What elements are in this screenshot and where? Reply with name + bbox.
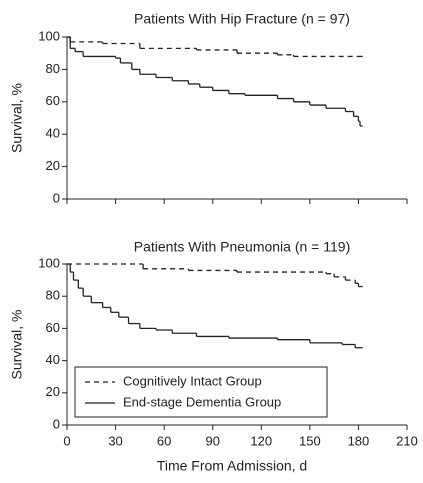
y-tick-label: 100 bbox=[38, 28, 60, 43]
x-tick-label: 210 bbox=[396, 433, 418, 448]
chart-title: Patients With Pneumonia (n = 119) bbox=[134, 239, 350, 255]
legend-label: End-stage Dementia Group bbox=[123, 394, 281, 409]
y-tick-label: 40 bbox=[46, 352, 60, 367]
series bbox=[67, 263, 363, 288]
y-tick-label: 40 bbox=[46, 126, 60, 141]
y-tick-label: 60 bbox=[46, 320, 60, 335]
y-tick-label: 80 bbox=[46, 288, 60, 303]
x-axis-label: Time From Admission, d bbox=[157, 458, 307, 474]
series bbox=[67, 36, 363, 58]
y-tick-label: 60 bbox=[46, 93, 60, 108]
y-tick-label: 0 bbox=[53, 416, 60, 431]
series bbox=[67, 263, 363, 349]
x-tick-label: 60 bbox=[157, 433, 171, 448]
legend-box bbox=[74, 366, 328, 418]
x-tick-label: 90 bbox=[205, 433, 219, 448]
x-tick-label: 180 bbox=[348, 433, 370, 448]
y-tick-label: 100 bbox=[38, 255, 60, 270]
y-tick-label: 20 bbox=[46, 158, 60, 173]
series bbox=[67, 36, 363, 127]
chart-title: Patients With Hip Fracture (n = 97) bbox=[134, 11, 350, 27]
x-tick-label: 0 bbox=[63, 433, 70, 448]
y-axis-label: Survival, % bbox=[9, 83, 25, 153]
y-tick-label: 0 bbox=[53, 190, 60, 205]
y-axis-label: Survival, % bbox=[9, 309, 25, 379]
y-tick-label: 80 bbox=[46, 61, 60, 76]
x-tick-label: 120 bbox=[250, 433, 272, 448]
x-tick-label: 150 bbox=[299, 433, 321, 448]
legend-label: Cognitively Intact Group bbox=[123, 373, 262, 388]
y-tick-label: 20 bbox=[46, 384, 60, 399]
x-tick-label: 30 bbox=[108, 433, 122, 448]
